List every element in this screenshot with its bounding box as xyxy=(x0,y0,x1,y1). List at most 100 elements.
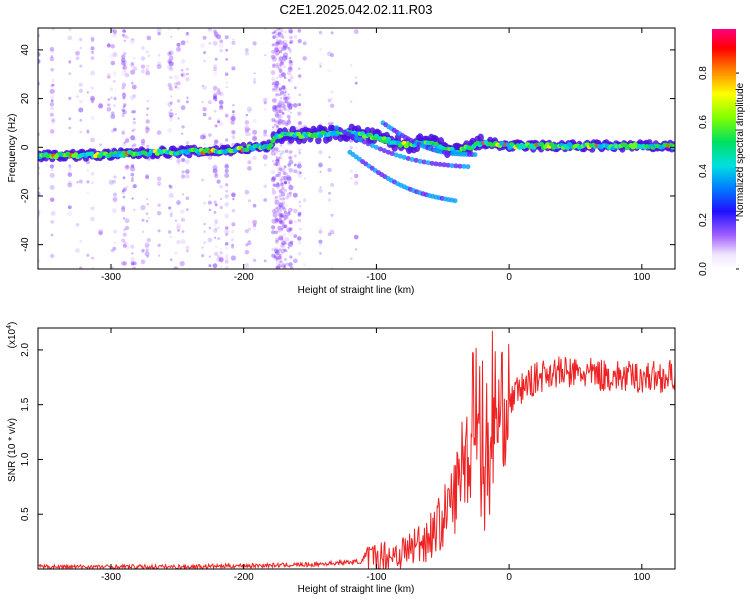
noise-mark xyxy=(90,95,95,101)
noise-mark xyxy=(281,35,285,39)
noise-mark xyxy=(217,237,221,241)
noise-mark xyxy=(277,164,282,170)
noise-mark xyxy=(133,208,136,211)
noise-mark xyxy=(328,114,331,117)
noise-mark xyxy=(248,220,251,224)
noise-mark xyxy=(286,119,291,124)
ridge-mark xyxy=(449,163,455,169)
noise-mark xyxy=(289,227,292,230)
noise-mark xyxy=(280,30,284,33)
noise-mark xyxy=(51,83,55,87)
noise-mark xyxy=(145,198,149,201)
noise-mark xyxy=(298,121,302,125)
noise-mark xyxy=(181,69,184,72)
noise-mark xyxy=(287,241,293,247)
noise-mark xyxy=(113,29,117,34)
noise-mark xyxy=(98,229,104,235)
noise-mark xyxy=(273,119,277,123)
spectrogram-y-ticks: -40 -20 0 20 40 xyxy=(20,44,675,252)
noise-mark xyxy=(288,48,292,52)
noise-mark xyxy=(297,111,302,116)
noise-mark xyxy=(274,248,279,254)
noise-mark xyxy=(275,163,278,166)
noise-mark xyxy=(121,238,126,243)
noise-mark xyxy=(141,230,145,233)
noise-mark xyxy=(181,174,186,179)
noise-mark xyxy=(51,79,55,83)
noise-mark xyxy=(278,150,281,153)
noise-mark xyxy=(216,90,221,95)
noise-mark xyxy=(145,71,151,76)
noise-mark xyxy=(293,234,298,239)
noise-mark xyxy=(130,257,135,262)
noise-mark xyxy=(213,223,217,227)
noise-mark xyxy=(270,169,276,175)
noise-mark xyxy=(273,183,277,188)
noise-mark xyxy=(277,171,282,176)
noise-mark xyxy=(276,81,279,83)
noise-mark xyxy=(113,71,116,74)
noise-mark xyxy=(122,232,127,237)
noise-mark xyxy=(289,266,294,269)
noise-mark xyxy=(112,196,118,202)
noise-mark xyxy=(224,202,229,207)
ridge-mark xyxy=(441,162,447,168)
noise-mark xyxy=(213,211,217,214)
noise-mark xyxy=(177,28,180,31)
noise-mark xyxy=(318,30,323,35)
spectrogram-x-label: Height of straight line (km) xyxy=(298,285,415,296)
noise-mark xyxy=(283,52,288,58)
noise-mark xyxy=(281,150,285,154)
noise-mark xyxy=(107,98,111,101)
ridge-mark xyxy=(452,198,458,204)
noise-mark xyxy=(224,229,230,235)
noise-mark xyxy=(253,77,257,81)
noise-mark xyxy=(286,70,292,76)
noise-mark xyxy=(278,121,281,125)
noise-mark xyxy=(167,51,173,57)
noise-mark xyxy=(86,129,90,133)
noise-mark xyxy=(297,211,302,216)
noise-mark xyxy=(283,224,288,229)
noise-mark xyxy=(299,171,302,174)
noise-mark xyxy=(282,206,285,210)
noise-mark xyxy=(107,75,111,79)
noise-mark xyxy=(276,109,279,112)
noise-mark xyxy=(245,133,249,137)
noise-mark xyxy=(131,262,135,266)
noise-mark xyxy=(141,46,145,50)
ridge-mark xyxy=(477,133,484,142)
noise-mark xyxy=(177,117,180,120)
noise-mark xyxy=(247,132,252,136)
noise-mark xyxy=(288,221,292,225)
noise-mark xyxy=(275,161,280,166)
noise-mark xyxy=(121,108,125,113)
noise-mark xyxy=(286,119,292,125)
noise-mark xyxy=(274,30,279,36)
noise-mark xyxy=(219,251,223,255)
noise-mark xyxy=(319,186,322,189)
noise-mark xyxy=(145,175,149,180)
noise-mark xyxy=(202,132,207,138)
noise-mark xyxy=(122,60,128,65)
noise-mark xyxy=(156,181,162,186)
noise-mark xyxy=(75,223,80,227)
noise-mark xyxy=(283,248,287,253)
noise-mark xyxy=(271,77,275,81)
noise-mark xyxy=(280,103,286,109)
noise-mark xyxy=(275,50,280,56)
noise-mark xyxy=(302,41,307,46)
noise-mark xyxy=(298,127,301,130)
noise-mark xyxy=(68,28,72,32)
noise-mark xyxy=(271,56,277,62)
noise-mark xyxy=(132,143,137,147)
noise-mark xyxy=(123,64,126,67)
noise-mark xyxy=(207,237,213,243)
noise-mark xyxy=(208,42,212,45)
noise-mark xyxy=(168,112,174,118)
noise-mark xyxy=(275,93,279,97)
noise-mark xyxy=(349,257,353,260)
noise-mark xyxy=(168,230,172,234)
noise-mark xyxy=(276,28,280,31)
noise-mark xyxy=(281,46,286,52)
